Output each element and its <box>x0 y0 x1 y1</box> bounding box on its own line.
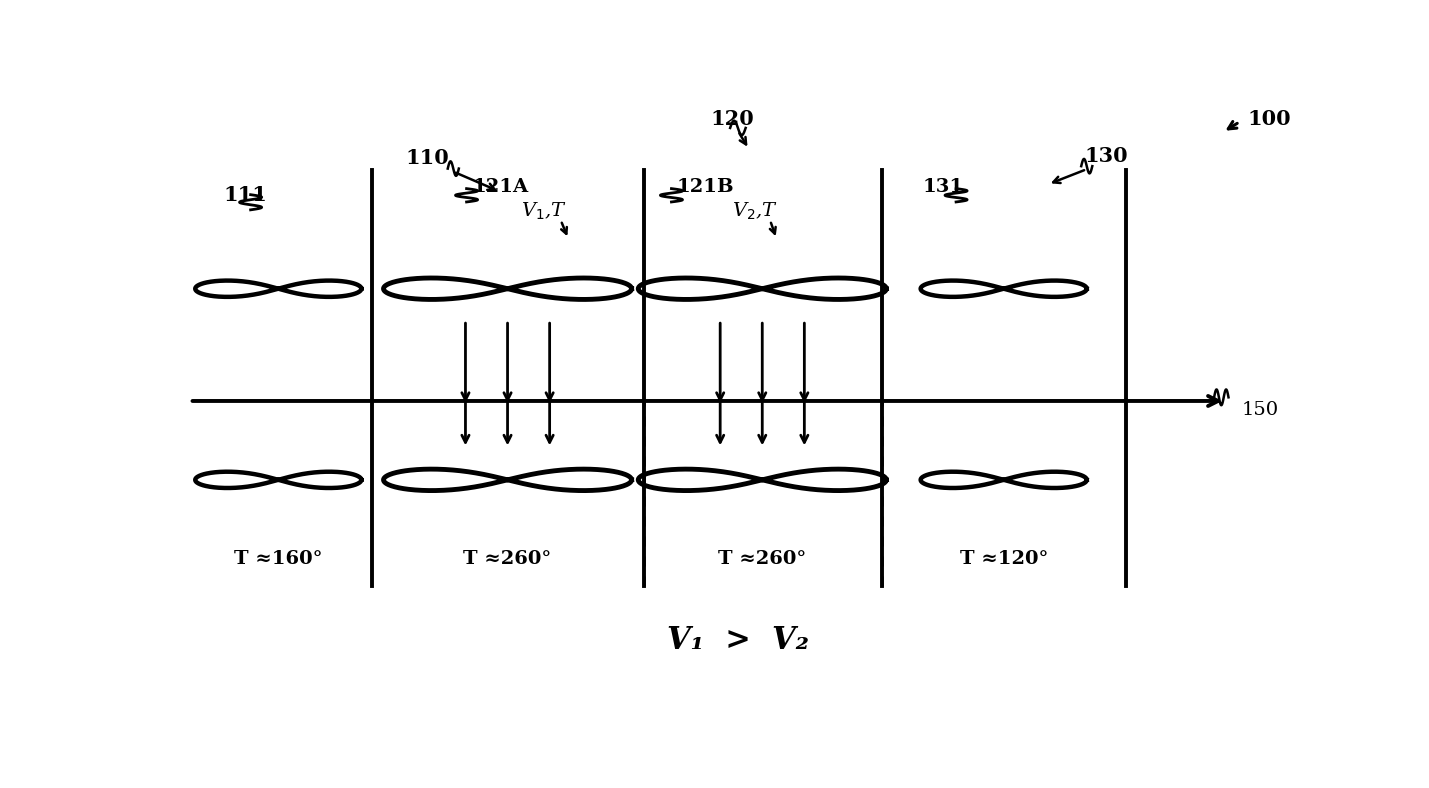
Text: T ≈260°: T ≈260° <box>463 550 552 567</box>
Text: 131: 131 <box>923 178 965 195</box>
Text: T ≈260°: T ≈260° <box>719 550 806 567</box>
Text: V$_1$,T: V$_1$,T <box>522 200 567 221</box>
Text: 121A: 121A <box>472 178 529 195</box>
Text: 130: 130 <box>1085 147 1129 166</box>
Text: 150: 150 <box>1242 401 1279 419</box>
Text: 121B: 121B <box>677 178 735 195</box>
Text: 110: 110 <box>406 148 450 169</box>
Text: 100: 100 <box>1248 109 1290 128</box>
Text: 111: 111 <box>223 184 267 205</box>
Text: 120: 120 <box>710 109 755 128</box>
Text: T ≈160°: T ≈160° <box>234 550 323 567</box>
Text: V$_2$,T: V$_2$,T <box>732 200 777 221</box>
Text: T ≈120°: T ≈120° <box>959 550 1047 567</box>
Text: V₁  >  V₂: V₁ > V₂ <box>667 625 809 656</box>
